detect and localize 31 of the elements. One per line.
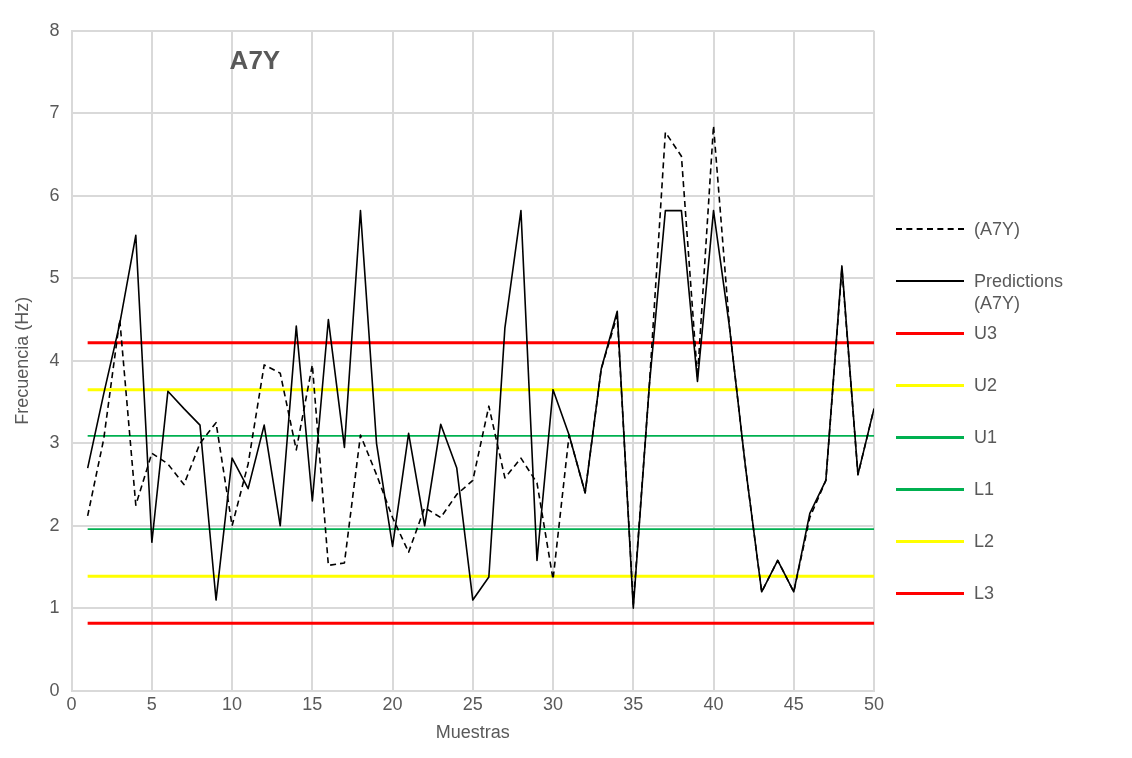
legend-label: U2 (974, 374, 998, 396)
y-tick-label: 2 (49, 514, 60, 535)
legend-label: U1 (974, 426, 998, 448)
legend-label: L3 (974, 582, 996, 604)
legend-label: U3 (974, 322, 998, 344)
legend-label: L2 (974, 530, 996, 552)
y-tick-label: 5 (49, 267, 60, 288)
y-tick-label: 4 (49, 349, 60, 370)
x-tick-label: 0 (66, 693, 77, 714)
x-tick-label: 5 (146, 693, 157, 714)
legend-label: Predictions (A7Y) (974, 270, 1065, 314)
y-tick-label: 3 (49, 432, 60, 453)
x-tick-label: 10 (222, 693, 243, 714)
x-tick-label: 45 (783, 693, 804, 714)
x-tick-label: 50 (863, 693, 885, 714)
y-tick-label: 0 (49, 679, 60, 700)
x-tick-label: 25 (462, 693, 483, 714)
y-tick-label: 1 (49, 597, 60, 618)
x-tick-label: 30 (543, 693, 564, 714)
legend-label: L1 (974, 478, 996, 500)
y-tick-label: 7 (49, 102, 60, 123)
legend-label: (A7Y) (974, 218, 1021, 240)
y-tick-label: 8 (49, 19, 60, 40)
text: A7Y (229, 44, 281, 75)
y-tick-label: 6 (49, 184, 60, 205)
x-tick-label: 20 (382, 693, 403, 714)
x-tick-label: 15 (302, 693, 323, 714)
x-tick-label: 40 (703, 693, 724, 714)
x-axis-title: Muestras (435, 722, 510, 743)
y-axis-title: Frecuencia (Hz) (11, 296, 32, 425)
x-tick-label: 35 (623, 693, 644, 714)
